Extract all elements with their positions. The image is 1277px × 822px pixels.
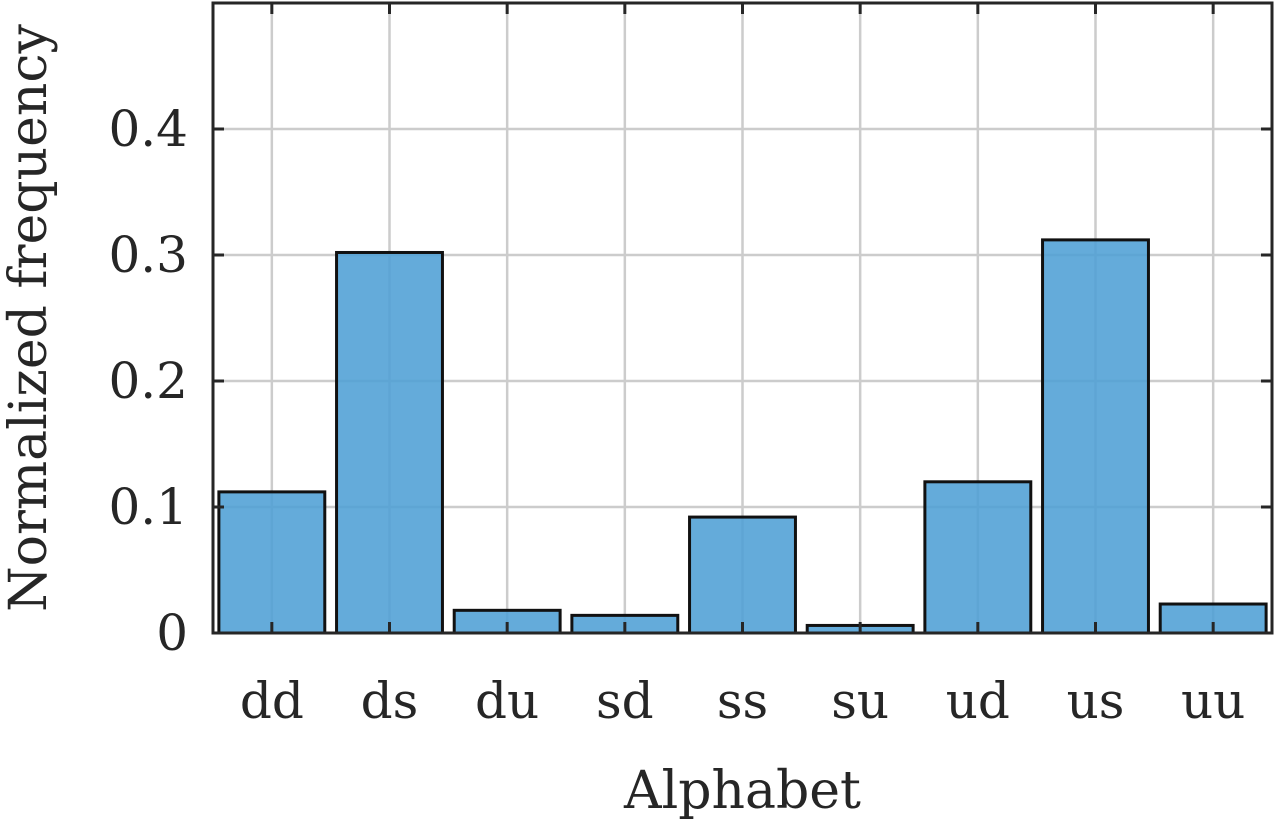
x-tick-label: sd xyxy=(596,672,654,730)
bar-ss xyxy=(688,515,797,635)
x-tick-label: ud xyxy=(946,672,1010,730)
x-tick-label: du xyxy=(475,672,539,730)
x-tick-label: us xyxy=(1067,672,1125,730)
bar-ud xyxy=(923,480,1033,635)
y-tick-label: 0.1 xyxy=(108,478,188,536)
x-ticks: dd ds du sd ss su ud us uu xyxy=(240,3,1245,730)
x-axis-label: Alphabet xyxy=(623,761,861,821)
bar-dd xyxy=(217,490,327,635)
y-tick-label: 0.3 xyxy=(108,226,188,284)
x-tick-label: dd xyxy=(240,672,304,730)
bar-ds xyxy=(335,250,444,635)
y-tick-label: 0.4 xyxy=(108,100,188,158)
y-axis-label: Normalized frequency xyxy=(0,24,59,612)
x-tick-label: uu xyxy=(1181,672,1245,730)
y-tick-label: 0 xyxy=(156,604,188,662)
y-ticks: 0 0.1 0.2 0.3 0.4 xyxy=(108,100,1272,662)
bar-us xyxy=(1041,238,1150,635)
x-tick-label: ss xyxy=(717,672,768,730)
x-tick-label: ds xyxy=(361,672,419,730)
x-tick-label: su xyxy=(831,672,889,730)
y-tick-label: 0.2 xyxy=(108,352,188,410)
